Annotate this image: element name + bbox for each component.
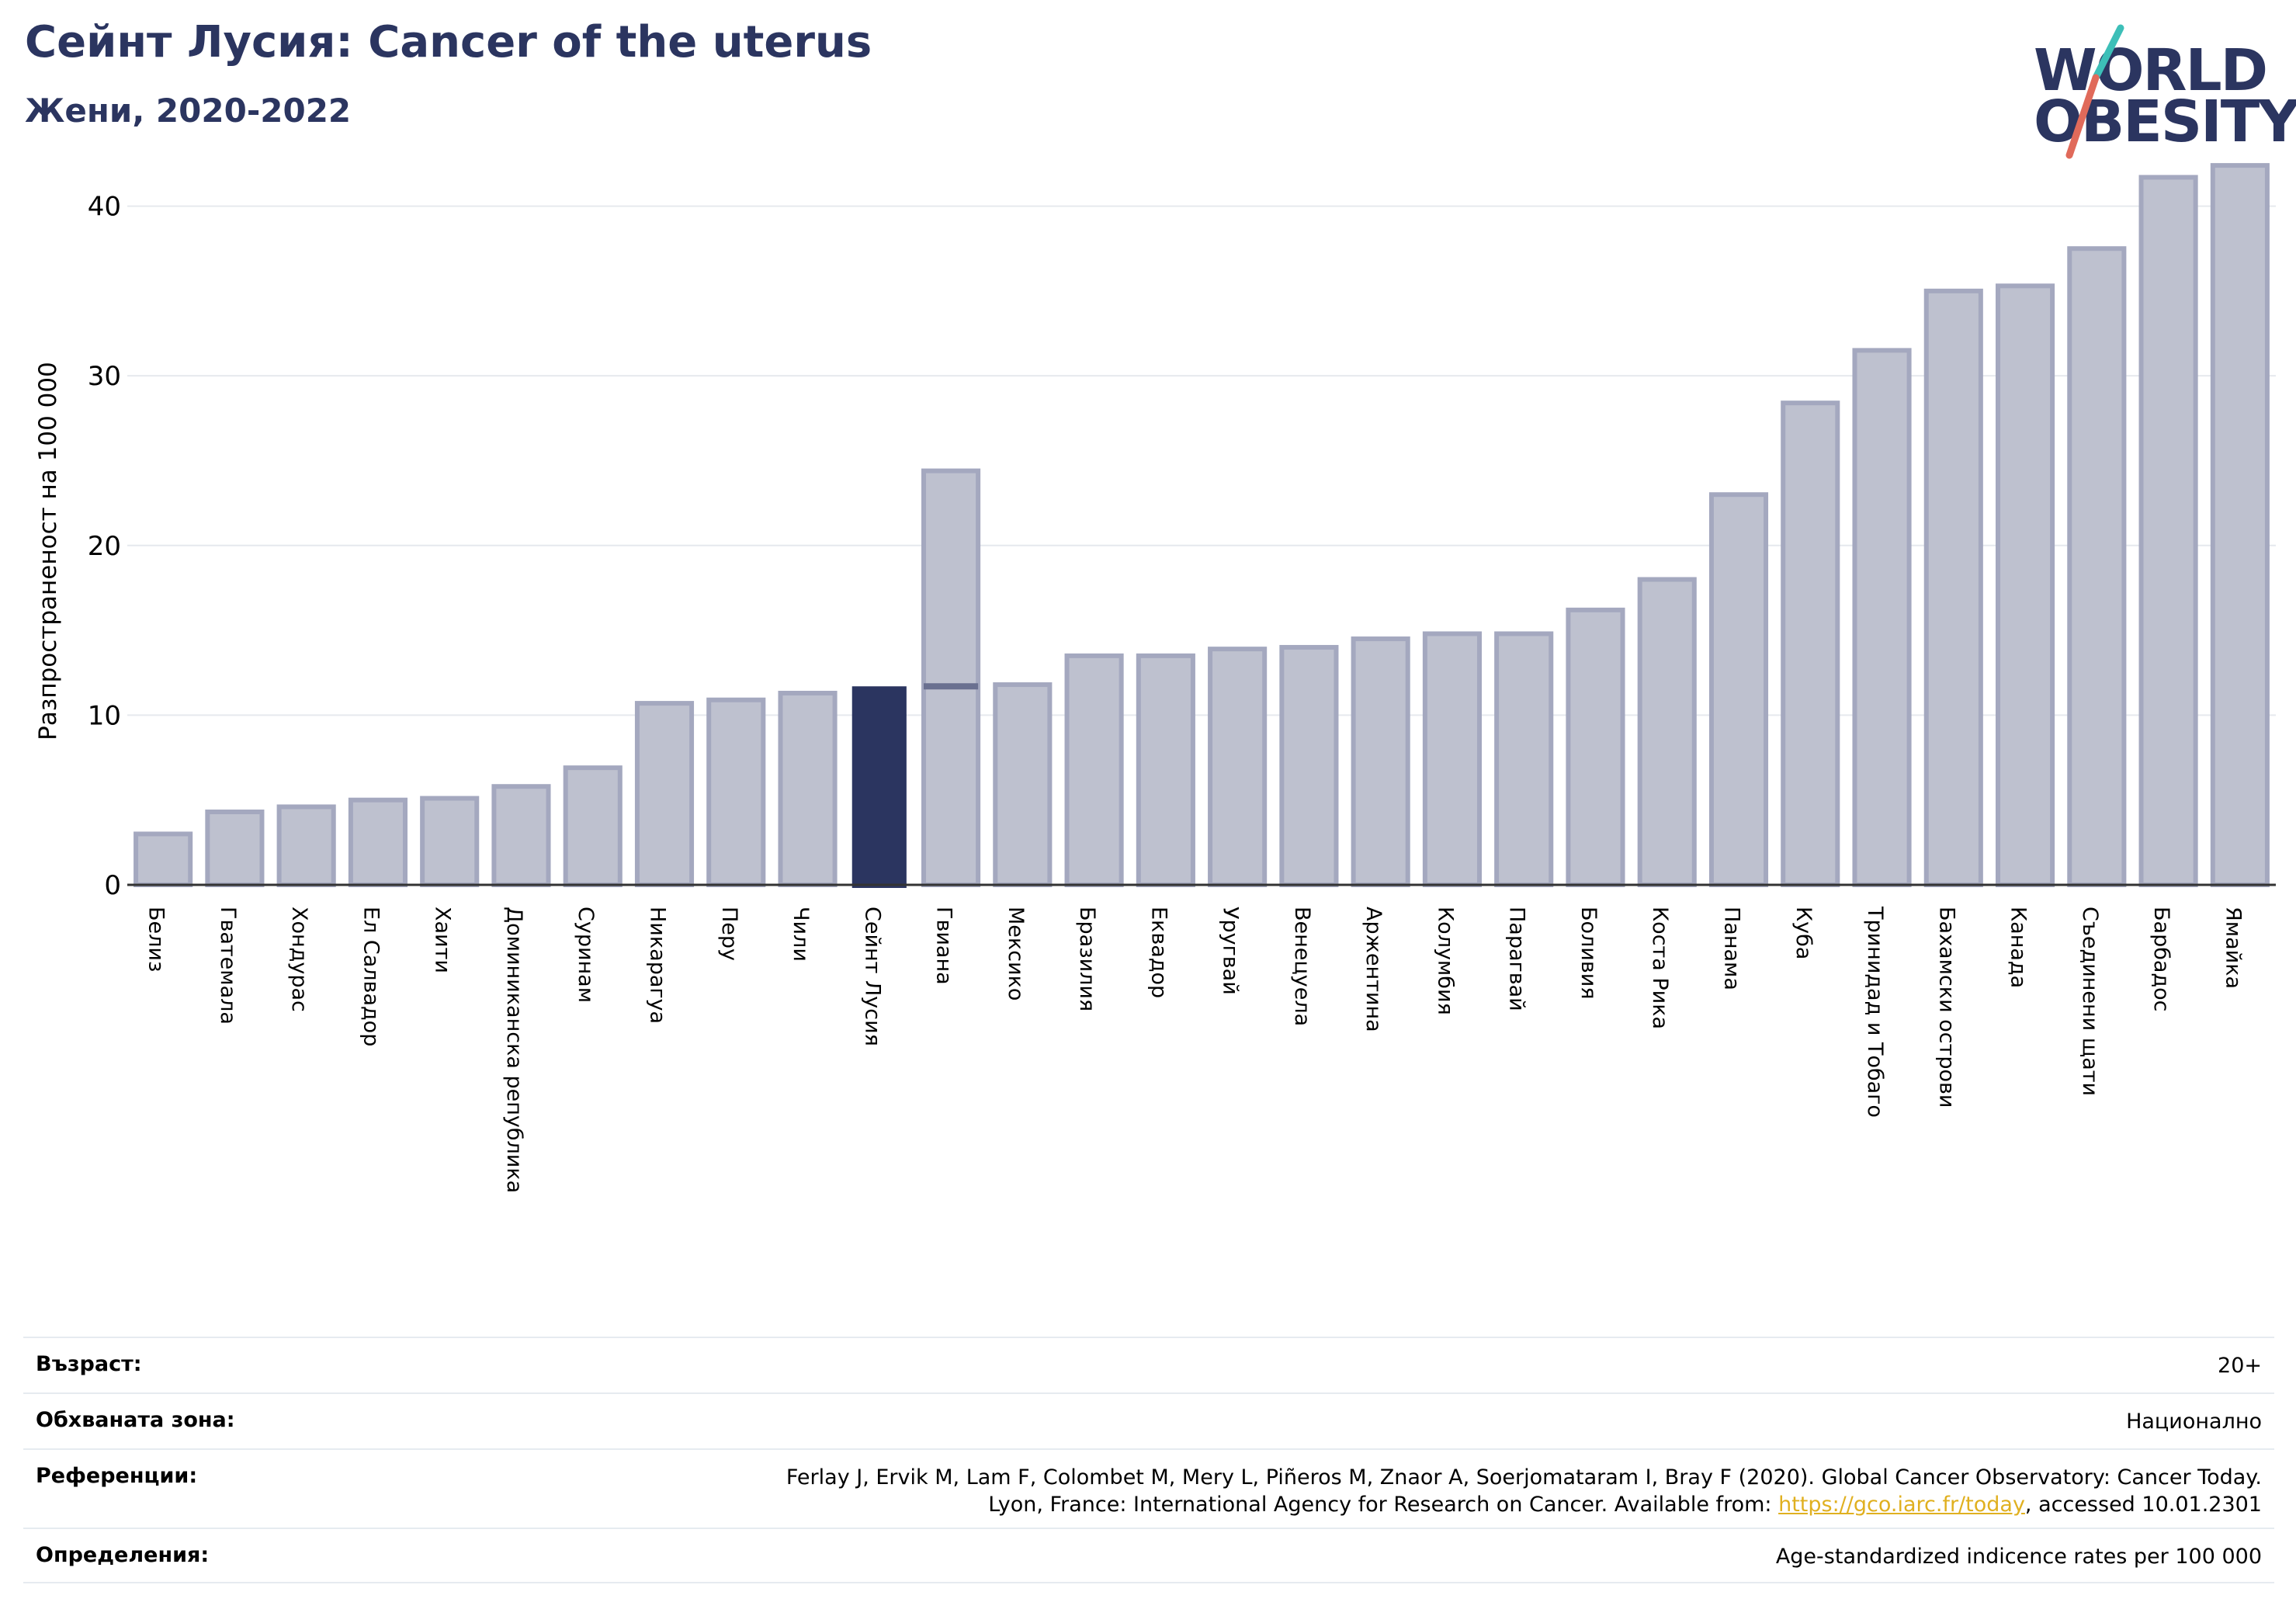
bar xyxy=(993,682,1053,887)
x-tick-label: Никарагуа xyxy=(646,907,670,1024)
x-tick-label: Суринам xyxy=(574,907,598,1003)
x-tick-label: Бахамски острови xyxy=(1934,907,1958,1108)
y-tick-label: 20 xyxy=(88,531,121,562)
references-value: Ferlay J, Ervik M, Lam F, Colombet M, Me… xyxy=(786,1464,2262,1518)
reference-line1: Ferlay J, Ervik M, Lam F, Colombet M, Me… xyxy=(786,1465,2262,1489)
bar xyxy=(1566,607,1625,887)
bar xyxy=(1494,631,1554,887)
x-tick-label: Куба xyxy=(1791,907,1816,959)
x-tick-label: Доминиканска република xyxy=(502,907,526,1193)
reference-line2-text: Lyon, France: International Agency for R… xyxy=(988,1493,1779,1517)
bar xyxy=(634,701,695,887)
x-tick-label: Белиз xyxy=(144,907,168,972)
info-row-definitions: Определения: Age-standardized indicence … xyxy=(23,1528,2274,1583)
x-tick-label: Коста Рика xyxy=(1648,907,1672,1029)
world-obesity-logo: WORLD OBESITY xyxy=(2026,22,2296,169)
y-axis-label: Разпространеност на 100 000 xyxy=(34,362,62,740)
x-tick-label: Гвиана xyxy=(932,907,956,985)
bar xyxy=(2067,246,2127,887)
bar xyxy=(1208,647,1268,887)
logo-line1: WORLD xyxy=(2034,37,2268,104)
bar xyxy=(1781,401,1840,887)
x-tick-label: Съединени щати xyxy=(2078,907,2102,1096)
bar xyxy=(1708,492,1769,887)
x-tick-label: Барбадос xyxy=(2149,907,2173,1011)
bar xyxy=(706,697,766,888)
bar xyxy=(420,796,480,887)
x-tick-label: Венецуела xyxy=(1290,907,1314,1026)
bar xyxy=(2138,175,2198,888)
definitions-label: Определения: xyxy=(36,1543,210,1567)
bar xyxy=(134,831,193,887)
x-tick-label: Хаити xyxy=(431,907,455,973)
info-row-references: Референции: Ferlay J, Ervik M, Lam F, Co… xyxy=(23,1448,2274,1528)
x-tick-label: Парагвай xyxy=(1505,907,1529,1011)
bar xyxy=(778,690,838,887)
bar xyxy=(1852,348,1912,888)
bar xyxy=(1136,653,1195,887)
x-tick-label: Уругвай xyxy=(1219,907,1243,995)
x-tick-label: Чили xyxy=(789,907,813,962)
bar xyxy=(1996,283,2055,888)
area-label: Обхваната зона: xyxy=(36,1408,235,1432)
bars xyxy=(134,163,2270,888)
x-tick-label: Ел Салвадор xyxy=(359,907,383,1046)
definitions-value: Age-standardized indicence rates per 100… xyxy=(1775,1545,2262,1569)
reference-line2-accessed: , accessed 10.01.2301 xyxy=(2024,1493,2262,1517)
y-axis-ticks: 0 10 20 30 40 xyxy=(88,192,121,901)
x-tick-label: Мексико xyxy=(1004,907,1028,1001)
bar xyxy=(1279,644,1339,887)
y-tick-label: 10 xyxy=(88,700,121,731)
x-tick-label: Бразилия xyxy=(1075,907,1099,1011)
bar xyxy=(205,810,265,887)
age-value: 20+ xyxy=(2218,1354,2262,1378)
x-tick-label: Хондурас xyxy=(287,907,311,1012)
bar xyxy=(491,784,551,887)
chart-title: Сейнт Лусия: Cancer of the uterus xyxy=(25,17,872,68)
references-label: Референции: xyxy=(36,1464,198,1488)
age-label: Възраст: xyxy=(36,1352,142,1376)
info-row-age: Възраст: 20+ xyxy=(23,1337,2274,1392)
y-tick-label: 0 xyxy=(104,870,121,901)
bar xyxy=(2210,163,2270,887)
x-tick-label: Панама xyxy=(1720,907,1744,990)
bar xyxy=(1064,653,1124,887)
x-tick-label: Аржентина xyxy=(1361,907,1386,1032)
x-tick-label: Колумбия xyxy=(1433,907,1457,1015)
x-tick-label: Сейнт Лусия xyxy=(860,907,884,1046)
info-row-area: Обхваната зона: Национално xyxy=(23,1392,2274,1448)
bar-highlighted xyxy=(851,686,907,888)
bar xyxy=(921,468,981,887)
x-tick-label: Перу xyxy=(717,907,741,961)
y-tick-label: 30 xyxy=(88,361,121,392)
grid-lines xyxy=(127,205,2276,716)
logo-slash-icon xyxy=(2065,24,2124,159)
x-tick-label: Еквадор xyxy=(1146,907,1171,998)
chart-subtitle: Жени, 2020-2022 xyxy=(25,92,352,130)
x-tick-label: Тринидад и Тобаго xyxy=(1863,906,1887,1118)
bar-chart: 0 10 20 30 40 Разпространеност на 100 000 Бе… xyxy=(34,163,2276,1193)
x-tick-label: Боливия xyxy=(1576,907,1601,1000)
area-value: Национално xyxy=(2126,1410,2262,1434)
x-tick-label: Гватемала xyxy=(216,907,240,1025)
bar xyxy=(276,804,336,888)
y-tick-label: 40 xyxy=(88,192,121,223)
bar xyxy=(348,797,408,887)
bar xyxy=(563,765,623,887)
bar xyxy=(1351,636,1410,887)
bar xyxy=(1923,288,1983,887)
bar xyxy=(1422,631,1482,887)
info-table: Възраст: 20+ Обхваната зона: Национално … xyxy=(23,1337,2274,1583)
x-axis-labels: Белиз Гватемала Хондурас Ел Салвадор Хаити До… xyxy=(144,906,2246,1193)
x-tick-label: Канада xyxy=(2006,907,2031,988)
reference-link[interactable]: https://gco.iarc.fr/today xyxy=(1778,1493,2025,1517)
bar xyxy=(1637,577,1697,888)
x-tick-label: Ямайка xyxy=(2221,907,2245,989)
